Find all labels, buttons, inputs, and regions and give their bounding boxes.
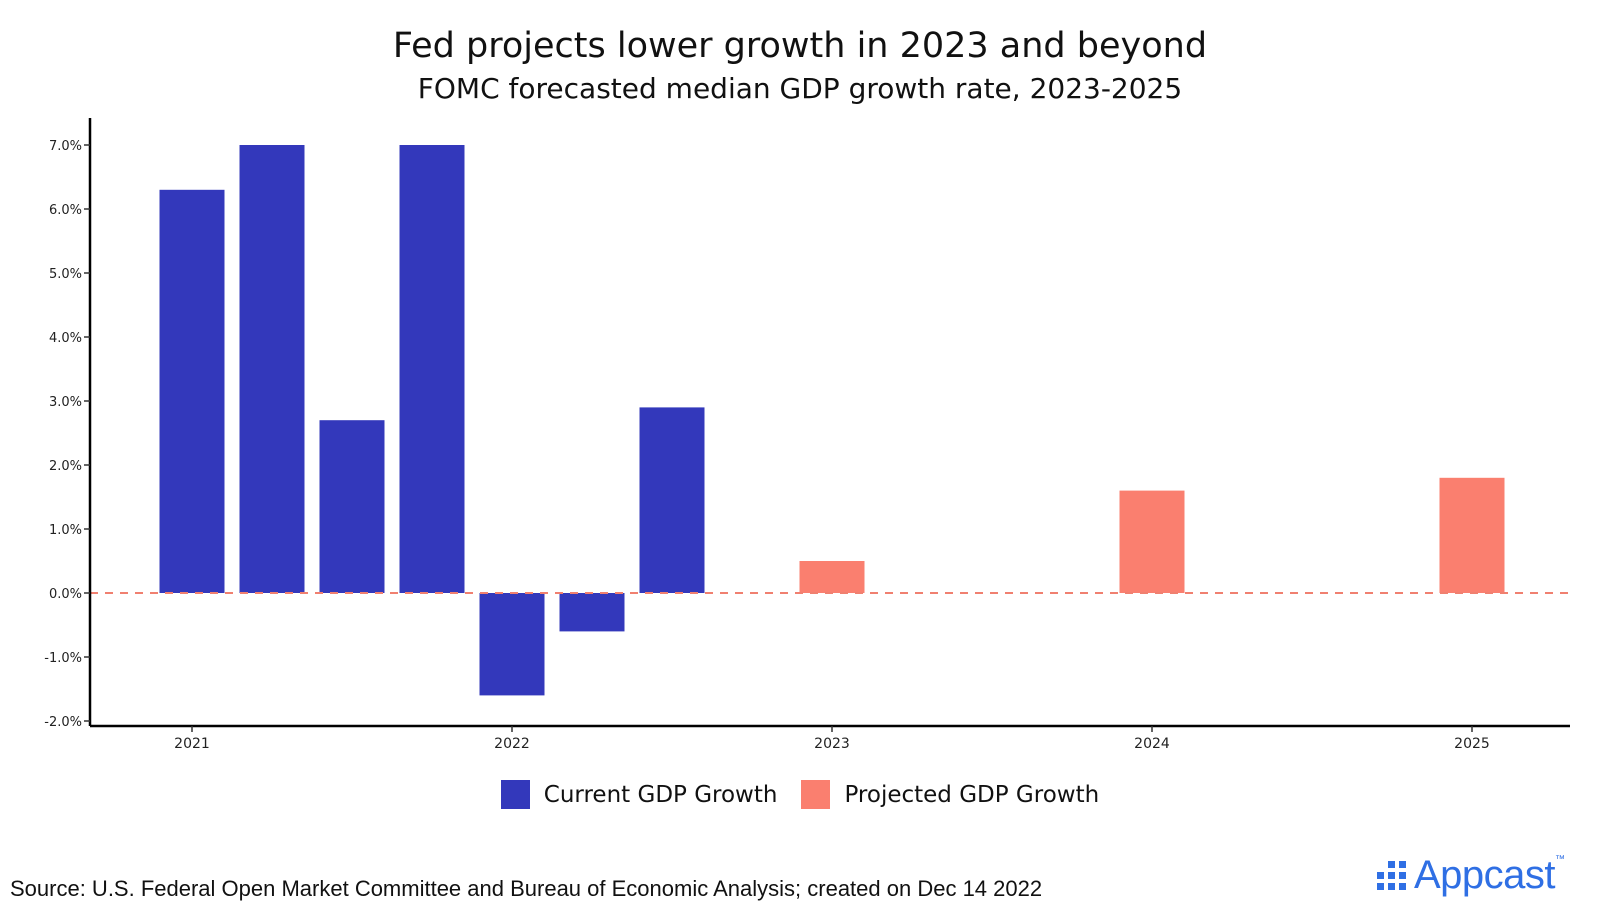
appcast-logo-text: Appcast™: [1414, 853, 1565, 897]
y-tick-label: 7.0%: [49, 139, 82, 154]
bar-current-6: [639, 407, 705, 593]
bar-current-1: [239, 145, 305, 593]
legend-swatch-current: [500, 780, 530, 809]
legend-label-current: Current GDP Growth: [543, 781, 778, 808]
bar-projected-0: [799, 561, 865, 593]
appcast-logo-icon: [1377, 860, 1406, 890]
y-tick-label: -1.0%: [44, 651, 82, 666]
bar-current-5: [559, 593, 625, 632]
y-tick-label: 5.0%: [49, 267, 82, 282]
appcast-logo: Appcast™: [1377, 855, 1565, 895]
y-tick-label: 4.0%: [49, 331, 82, 346]
y-tick-label: 3.0%: [49, 395, 82, 410]
legend-item-projected: Projected GDP Growth: [801, 780, 1099, 809]
legend-item-current: Current GDP Growth: [500, 780, 778, 809]
legend: Current GDP Growth Projected GDP Growth: [0, 780, 1600, 809]
y-tick-label: 6.0%: [49, 203, 82, 218]
bar-projected-2: [1439, 477, 1505, 593]
x-tick-label: 2023: [814, 736, 850, 752]
y-tick-label: 1.0%: [49, 523, 82, 538]
bars-layer: [159, 145, 1505, 696]
x-tick-label: 2024: [1134, 736, 1170, 752]
y-tick-label: -2.0%: [44, 715, 82, 730]
gdp-bar-chart: -2.0% -1.0% 0.0% 1.0% 2.0% 3.0% 4.0% 5.0% 6.0% 7.…: [44, 118, 1570, 752]
x-tick-label: 2022: [494, 736, 530, 752]
legend-swatch-projected: [801, 780, 831, 809]
bar-current-0: [159, 189, 225, 594]
x-tick-label: 2021: [174, 736, 210, 752]
bar-current-3: [399, 145, 465, 593]
chart-subtitle: FOMC forecasted median GDP growth rate, …: [417, 72, 1183, 105]
axes-layer: -2.0% -1.0% 0.0% 1.0% 2.0% 3.0% 4.0% 5.0% 6.0% 7.…: [44, 118, 1570, 752]
source-note: Source: U.S. Federal Open Market Committ…: [10, 876, 1043, 901]
bar-current-4: [479, 593, 545, 696]
chart-title: Fed projects lower growth in 2023 and be…: [392, 26, 1208, 66]
bar-current-2: [319, 420, 385, 593]
legend-label-projected: Projected GDP Growth: [844, 781, 1100, 808]
y-tick-label: 0.0%: [49, 587, 82, 602]
bar-projected-1: [1119, 490, 1185, 593]
y-tick-label: 2.0%: [49, 459, 82, 474]
x-tick-label: 2025: [1454, 736, 1490, 752]
